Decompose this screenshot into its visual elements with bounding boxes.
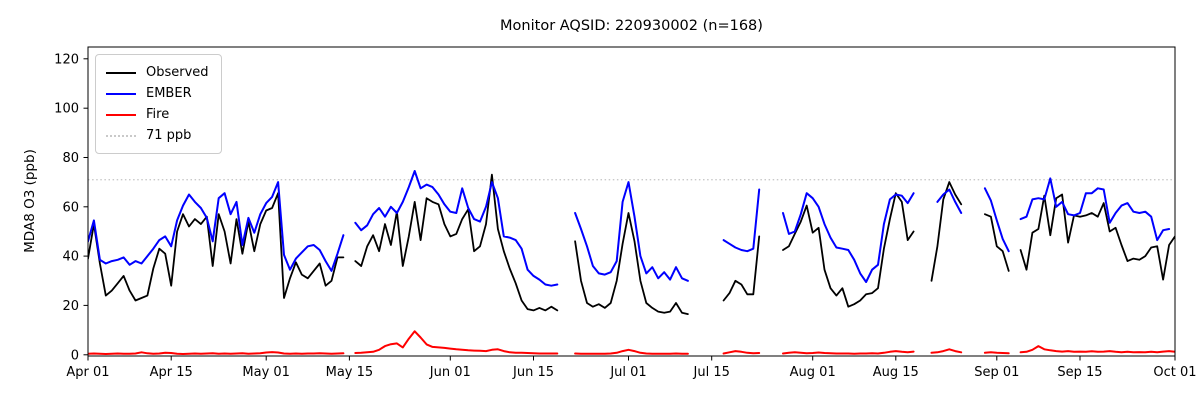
chart-title: Monitor AQSID: 220930002 (n=168): [500, 18, 763, 34]
legend-item-ember: EMBER: [106, 83, 209, 104]
x-tick-label: Aug 15: [873, 365, 919, 380]
y-tick-label: 40: [62, 250, 79, 265]
ember-line: [88, 170, 1171, 287]
legend-swatch-observed: [106, 71, 136, 74]
legend: Observed EMBER Fire 71 ppb: [95, 54, 222, 154]
y-tick-label: 80: [62, 151, 79, 166]
legend-label: 71 ppb: [146, 128, 192, 143]
x-tick-label: May 15: [326, 365, 374, 380]
x-tick-label: Apr 15: [150, 365, 193, 380]
x-tick-label: Aug 01: [790, 365, 836, 380]
y-tick-label: 0: [71, 348, 79, 363]
x-tick-label: May 01: [242, 365, 290, 380]
legend-swatch-71-ppb: [106, 134, 136, 137]
x-tick-label: Sep 01: [974, 365, 1019, 380]
legend-item-observed: Observed: [106, 62, 209, 83]
y-tick-label: 100: [54, 102, 79, 117]
legend-item-71-ppb: 71 ppb: [106, 125, 209, 146]
plot-border: [87, 46, 1176, 357]
x-tick-label: Jul 15: [693, 365, 730, 380]
x-tick-label: Oct 01: [1153, 365, 1196, 380]
fire-line: [88, 330, 1175, 355]
y-tick-label: 20: [62, 299, 79, 314]
x-tick-label: Apr 01: [66, 365, 109, 380]
legend-label: Observed: [146, 65, 209, 80]
x-tick-label: Jul 01: [609, 365, 646, 380]
legend-swatch-ember: [106, 92, 136, 95]
legend-item-fire: Fire: [106, 104, 209, 125]
legend-swatch-fire: [106, 113, 136, 116]
x-tick-label: Jun 15: [512, 365, 554, 380]
x-tick-label: Sep 15: [1057, 365, 1102, 380]
x-tick-label: Jun 01: [429, 365, 471, 380]
legend-label: Fire: [146, 107, 170, 122]
legend-label: EMBER: [146, 86, 192, 101]
y-tick-label: 120: [54, 52, 79, 67]
y-tick-label: 60: [62, 200, 79, 215]
